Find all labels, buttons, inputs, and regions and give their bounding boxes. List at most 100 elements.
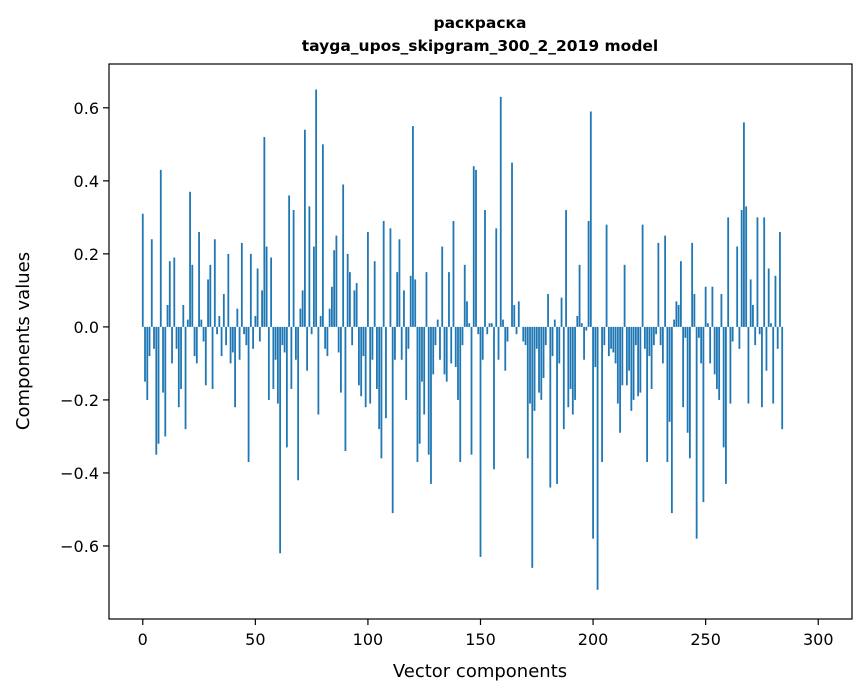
bar: [495, 228, 498, 327]
bar: [511, 162, 513, 327]
bar: [412, 126, 414, 327]
bar: [691, 242, 694, 327]
bar: [596, 326, 599, 590]
bar: [164, 326, 167, 437]
bar: [578, 264, 581, 327]
bar: [630, 326, 633, 411]
bar: [461, 326, 464, 346]
bar: [621, 326, 624, 386]
bar: [648, 326, 651, 357]
bar: [173, 257, 176, 327]
bar: [531, 326, 534, 568]
bar: [668, 326, 671, 422]
bar: [583, 326, 585, 360]
bar: [459, 326, 462, 462]
bar: [761, 326, 763, 408]
bar: [565, 210, 567, 327]
bars-group: [141, 89, 784, 590]
bar: [553, 319, 556, 327]
bar: [772, 326, 775, 404]
bar: [481, 326, 484, 360]
bar: [216, 326, 218, 335]
bar: [360, 326, 363, 397]
bar: [549, 326, 552, 488]
bar: [166, 304, 169, 327]
bar: [535, 326, 538, 349]
bar: [378, 326, 381, 430]
bar: [551, 326, 554, 357]
bar: [243, 326, 245, 335]
bar: [556, 326, 558, 484]
bar: [484, 210, 486, 327]
bar: [416, 326, 419, 462]
bar: [722, 326, 725, 448]
bar: [373, 261, 376, 327]
bar: [637, 326, 640, 397]
bar: [679, 261, 682, 327]
bar: [432, 326, 435, 375]
bar: [439, 326, 441, 360]
bar: [312, 246, 315, 327]
bar: [236, 308, 239, 327]
bar: [576, 315, 579, 327]
bar: [504, 326, 507, 371]
bar: [479, 326, 482, 557]
bar: [684, 326, 687, 338]
x-tick-label: 200: [578, 630, 609, 649]
bar: [650, 326, 653, 389]
bar: [718, 326, 721, 400]
bar: [391, 326, 394, 514]
bar: [448, 272, 450, 327]
bar: [454, 326, 457, 368]
bar: [385, 326, 387, 419]
bar: [290, 326, 293, 389]
bar: [709, 326, 712, 364]
bar: [655, 326, 658, 335]
y-tick-label: 0.6: [74, 99, 99, 118]
bar: [522, 326, 525, 342]
bar: [770, 323, 772, 327]
bar: [765, 326, 768, 371]
bar: [585, 326, 588, 331]
bar: [389, 228, 392, 327]
bar: [407, 326, 410, 349]
plot-area-frame: [108, 63, 853, 620]
x-tick-label: 250: [690, 630, 721, 649]
bar: [141, 213, 144, 327]
bar: [632, 326, 635, 400]
bar: [716, 326, 718, 389]
bar: [488, 323, 491, 327]
bar: [159, 169, 162, 327]
y-tick-label: −0.4: [60, 464, 99, 483]
bar: [294, 326, 297, 360]
bar: [486, 326, 489, 335]
bar: [641, 224, 644, 327]
bar: [529, 326, 531, 404]
bar: [580, 323, 583, 327]
bar: [285, 326, 288, 448]
bar: [657, 242, 660, 327]
bar: [752, 304, 754, 327]
bar: [738, 326, 741, 349]
bar: [301, 290, 304, 327]
bar: [335, 235, 338, 327]
bar: [421, 326, 423, 382]
bar: [380, 326, 383, 459]
bar: [445, 326, 448, 382]
bar: [661, 326, 664, 364]
bar: [616, 326, 619, 404]
bar: [589, 111, 592, 327]
bar: [234, 326, 236, 408]
bar: [463, 264, 466, 327]
bar: [153, 326, 155, 349]
bar: [279, 326, 282, 554]
bar: [547, 294, 549, 327]
chart-title-line-1: раскраска: [434, 14, 527, 32]
bar: [297, 326, 300, 481]
bar: [475, 169, 477, 327]
bar: [148, 326, 151, 357]
bar: [367, 231, 369, 327]
bar: [720, 294, 723, 327]
bar: [427, 326, 430, 455]
bar: [403, 290, 405, 327]
